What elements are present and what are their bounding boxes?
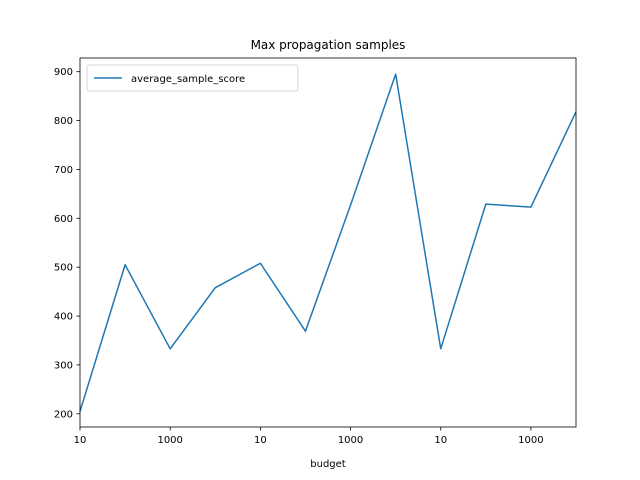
legend: average_sample_score <box>86 64 299 92</box>
y-axis: 200 300 400 500 600 700 800 900 <box>54 67 80 420</box>
x-tick-label: 1000 <box>157 435 182 446</box>
y-tick-label: 200 <box>54 409 73 420</box>
plot-area-frame <box>79 57 577 428</box>
series-line-average-sample-score <box>79 73 577 412</box>
x-tick-label: 10 <box>74 435 87 446</box>
x-tick-label: 1000 <box>338 435 363 446</box>
legend-label: average_sample_score <box>131 74 245 85</box>
x-axis: 10 1000 10 1000 10 1000 <box>74 427 544 446</box>
series-layer <box>79 73 577 412</box>
y-tick-label: 400 <box>54 312 73 323</box>
y-tick-label: 900 <box>54 67 73 78</box>
y-tick-label: 500 <box>54 263 73 274</box>
x-tick-label: 1000 <box>518 435 543 446</box>
x-axis-label: budget <box>310 459 346 470</box>
x-tick-label: 10 <box>434 435 447 446</box>
legend-box <box>86 64 299 92</box>
chart-title: Max propagation samples <box>251 38 406 52</box>
x-tick-label: 10 <box>254 435 267 446</box>
y-tick-label: 800 <box>54 116 73 127</box>
y-tick-label: 300 <box>54 360 73 371</box>
y-tick-label: 700 <box>54 165 73 176</box>
y-tick-label: 600 <box>54 214 73 225</box>
